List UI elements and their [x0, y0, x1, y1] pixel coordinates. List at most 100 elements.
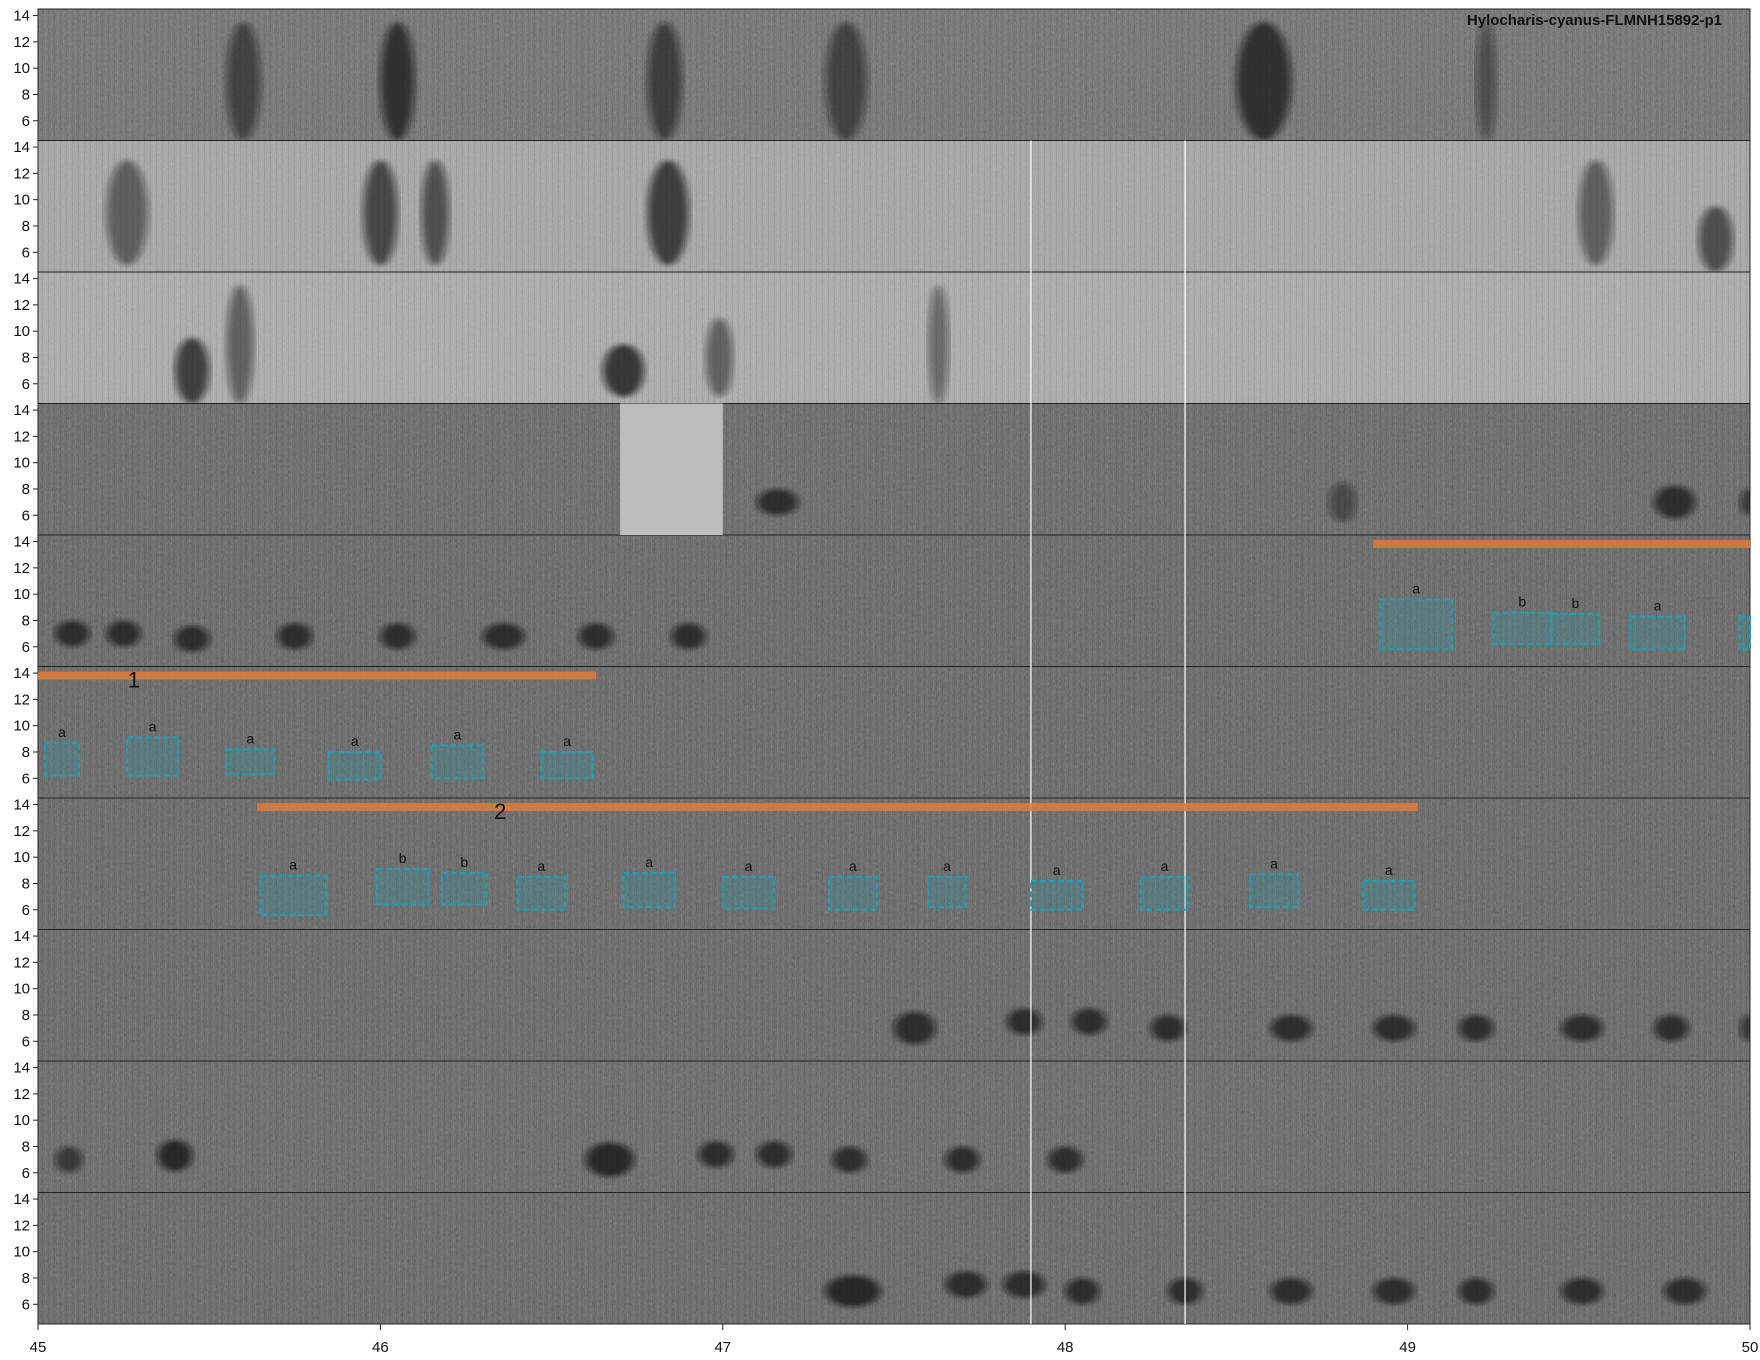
y-tick-label: 8: [22, 349, 30, 366]
y-tick-label: 12: [13, 428, 30, 445]
syllable-label: b: [460, 854, 468, 870]
y-tick-label: 14: [13, 402, 30, 419]
syllable-box: [1629, 615, 1686, 651]
syllable-box: [1738, 615, 1752, 651]
syllable-label: a: [849, 858, 857, 874]
spectrogram-panel: [37, 1060, 1751, 1193]
y-tick-label: 8: [22, 1270, 30, 1287]
syllable-box: [1492, 611, 1553, 646]
syllable-box: [430, 744, 485, 780]
y-tick-label: 6: [22, 1165, 30, 1182]
y-tick-label: 12: [13, 823, 30, 840]
spectrogram-panel: [37, 534, 1751, 667]
y-tick-label: 6: [22, 1033, 30, 1050]
y-tick-label: 10: [13, 1112, 30, 1129]
spectrogram-panel: [37, 140, 1751, 273]
y-tick-label: 10: [13, 718, 30, 735]
y-tick-label: 12: [13, 691, 30, 708]
y-tick-label: 10: [13, 1244, 30, 1261]
syllable-box: [1362, 879, 1416, 911]
syllable-label: a: [645, 854, 653, 870]
y-tick-label: 10: [13, 849, 30, 866]
y-tick-label: 10: [13, 60, 30, 77]
syllable-label: a: [351, 733, 359, 749]
y-tick-label: 10: [13, 323, 30, 340]
syllable-label: a: [745, 858, 753, 874]
segment-label: 1: [128, 668, 140, 693]
syllable-box: [441, 871, 488, 906]
call-mark: [174, 625, 210, 653]
y-tick-label: 12: [13, 34, 30, 51]
call-mark: [1561, 1277, 1603, 1305]
call-mark: [1561, 1014, 1603, 1042]
axes-layer: 6810121468101214681012146810121468101214…: [13, 8, 1758, 1356]
call-mark: [671, 623, 706, 650]
syllable-label: a: [537, 858, 545, 874]
call-mark: [647, 160, 689, 266]
y-tick-label: 12: [13, 1217, 30, 1234]
call-mark: [380, 22, 415, 141]
y-tick-label: 12: [13, 560, 30, 577]
y-tick-label: 14: [13, 928, 30, 945]
spectrogram-panel: [37, 666, 1751, 799]
call-mark: [226, 22, 261, 141]
call-mark: [157, 1139, 193, 1172]
syllable-label: a: [1654, 598, 1662, 614]
call-mark: [174, 337, 210, 404]
y-tick-label: 12: [13, 954, 30, 971]
syllable-label: a: [246, 730, 254, 746]
call-mark: [106, 620, 141, 647]
y-tick-label: 8: [22, 481, 30, 498]
call-mark: [647, 22, 682, 141]
call-mark: [585, 1142, 634, 1177]
x-tick-label: 48: [1057, 1339, 1074, 1356]
y-tick-label: 6: [22, 376, 30, 393]
syllable-label: b: [1571, 595, 1579, 611]
x-tick-label: 47: [714, 1339, 731, 1356]
call-mark: [55, 620, 90, 647]
y-tick-label: 10: [13, 981, 30, 998]
call-mark: [705, 318, 734, 397]
syllable-label: a: [943, 858, 951, 874]
syllable-box: [43, 741, 81, 777]
chart-title: Hylocharis-cyanus-FLMNH15892-p1: [1467, 12, 1722, 29]
syllable-box: [516, 875, 567, 911]
syllable-box: [225, 748, 276, 776]
spectrogram-panel: [37, 929, 1751, 1062]
syllable-box: [721, 875, 776, 910]
syllable-box: [126, 736, 180, 777]
call-mark: [1578, 160, 1614, 266]
panels-layer: [37, 8, 1751, 1325]
call-mark: [757, 1141, 792, 1168]
syllable-box: [827, 875, 878, 911]
segment-label: 2: [494, 799, 506, 824]
syllable-label: a: [454, 726, 462, 742]
panel-frame: [37, 1192, 1751, 1325]
y-tick-label: 6: [22, 770, 30, 787]
y-tick-label: 14: [13, 139, 30, 156]
y-tick-label: 6: [22, 244, 30, 261]
y-tick-label: 14: [13, 665, 30, 682]
syllable-label: b: [399, 850, 407, 866]
call-mark: [1739, 488, 1750, 516]
call-mark: [825, 22, 867, 141]
call-mark: [698, 1141, 734, 1168]
y-tick-label: 12: [13, 297, 30, 314]
call-mark: [1373, 1014, 1415, 1042]
call-mark: [483, 623, 525, 650]
syllable-box: [1550, 612, 1601, 646]
syllable-label: a: [149, 719, 157, 735]
call-mark: [1476, 22, 1497, 141]
syllable-label: a: [289, 857, 297, 873]
y-tick-label: 14: [13, 8, 30, 25]
syllable-label: a: [58, 724, 66, 740]
y-tick-label: 6: [22, 1296, 30, 1313]
y-tick-label: 12: [13, 165, 30, 182]
overlay-layer: 1 2 a b b a a a a a a a a b b a a a a a a a a a: [38, 140, 1752, 1324]
call-mark: [945, 1271, 987, 1298]
call-mark: [1048, 1146, 1083, 1173]
call-mark: [1003, 1271, 1045, 1298]
y-tick-label: 14: [13, 797, 30, 814]
call-mark: [1328, 482, 1357, 522]
syllable-box: [1379, 598, 1454, 651]
